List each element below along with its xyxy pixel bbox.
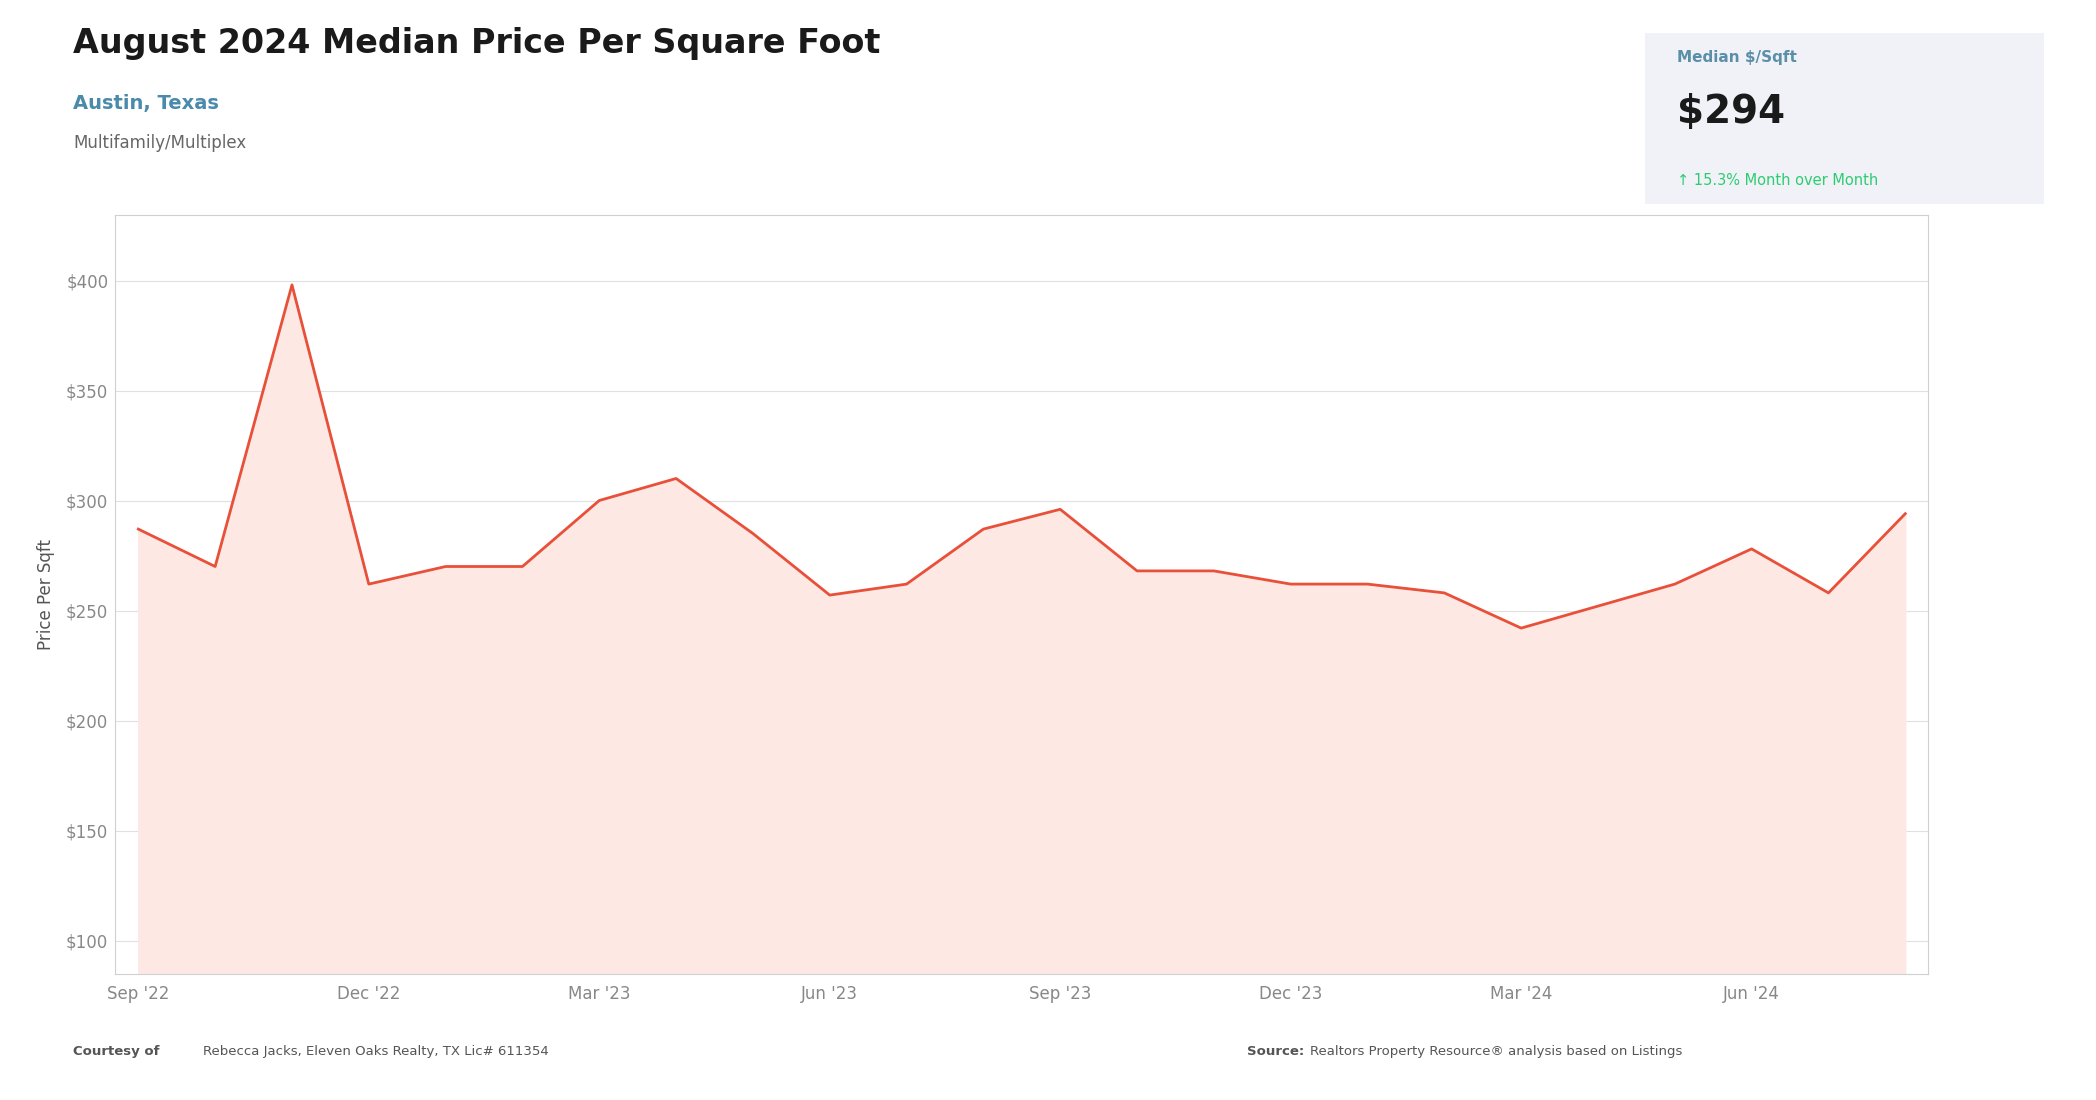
Text: ↑ 15.3% Month over Month: ↑ 15.3% Month over Month	[1677, 173, 1878, 188]
Text: Source:: Source:	[1247, 1045, 1304, 1058]
Text: Rebecca Jacks, Eleven Oaks Realty, TX Lic# 611354: Rebecca Jacks, Eleven Oaks Realty, TX Li…	[203, 1045, 549, 1058]
Text: Courtesy of: Courtesy of	[73, 1045, 159, 1058]
Y-axis label: Price Per Sqft: Price Per Sqft	[38, 539, 54, 649]
Text: Realtors Property Resource® analysis based on Listings: Realtors Property Resource® analysis bas…	[1310, 1045, 1683, 1058]
Text: $294: $294	[1677, 92, 1786, 131]
Text: Austin, Texas: Austin, Texas	[73, 94, 220, 112]
Text: Median $/Sqft: Median $/Sqft	[1677, 50, 1796, 65]
Text: Multifamily/Multiplex: Multifamily/Multiplex	[73, 134, 247, 152]
Text: August 2024 Median Price Per Square Foot: August 2024 Median Price Per Square Foot	[73, 28, 880, 60]
